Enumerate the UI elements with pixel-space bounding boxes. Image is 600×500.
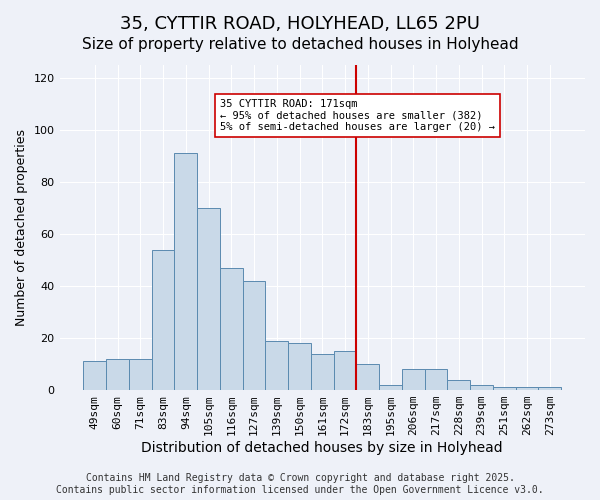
Bar (515, 388, 538, 390)
Bar (242, 281, 265, 390)
Bar (129, 359, 152, 390)
Bar (470, 385, 493, 390)
Text: Size of property relative to detached houses in Holyhead: Size of property relative to detached ho… (82, 38, 518, 52)
Bar (106, 359, 129, 390)
Bar (265, 340, 288, 390)
Text: Contains HM Land Registry data © Crown copyright and database right 2025.
Contai: Contains HM Land Registry data © Crown c… (56, 474, 544, 495)
Bar (175, 154, 197, 390)
X-axis label: Distribution of detached houses by size in Holyhead: Distribution of detached houses by size … (142, 441, 503, 455)
Bar (379, 385, 402, 390)
Bar (197, 208, 220, 390)
Bar (448, 380, 470, 390)
Bar (288, 344, 311, 390)
Bar (334, 351, 356, 390)
Bar (220, 268, 242, 390)
Y-axis label: Number of detached properties: Number of detached properties (15, 129, 28, 326)
Bar (493, 388, 515, 390)
Bar (83, 362, 106, 390)
Bar (356, 364, 379, 390)
Bar (538, 388, 561, 390)
Bar (425, 370, 448, 390)
Text: 35, CYTTIR ROAD, HOLYHEAD, LL65 2PU: 35, CYTTIR ROAD, HOLYHEAD, LL65 2PU (120, 15, 480, 33)
Bar (402, 370, 425, 390)
Bar (152, 250, 175, 390)
Text: 35 CYTTIR ROAD: 171sqm
← 95% of detached houses are smaller (382)
5% of semi-det: 35 CYTTIR ROAD: 171sqm ← 95% of detached… (220, 99, 495, 132)
Bar (311, 354, 334, 390)
